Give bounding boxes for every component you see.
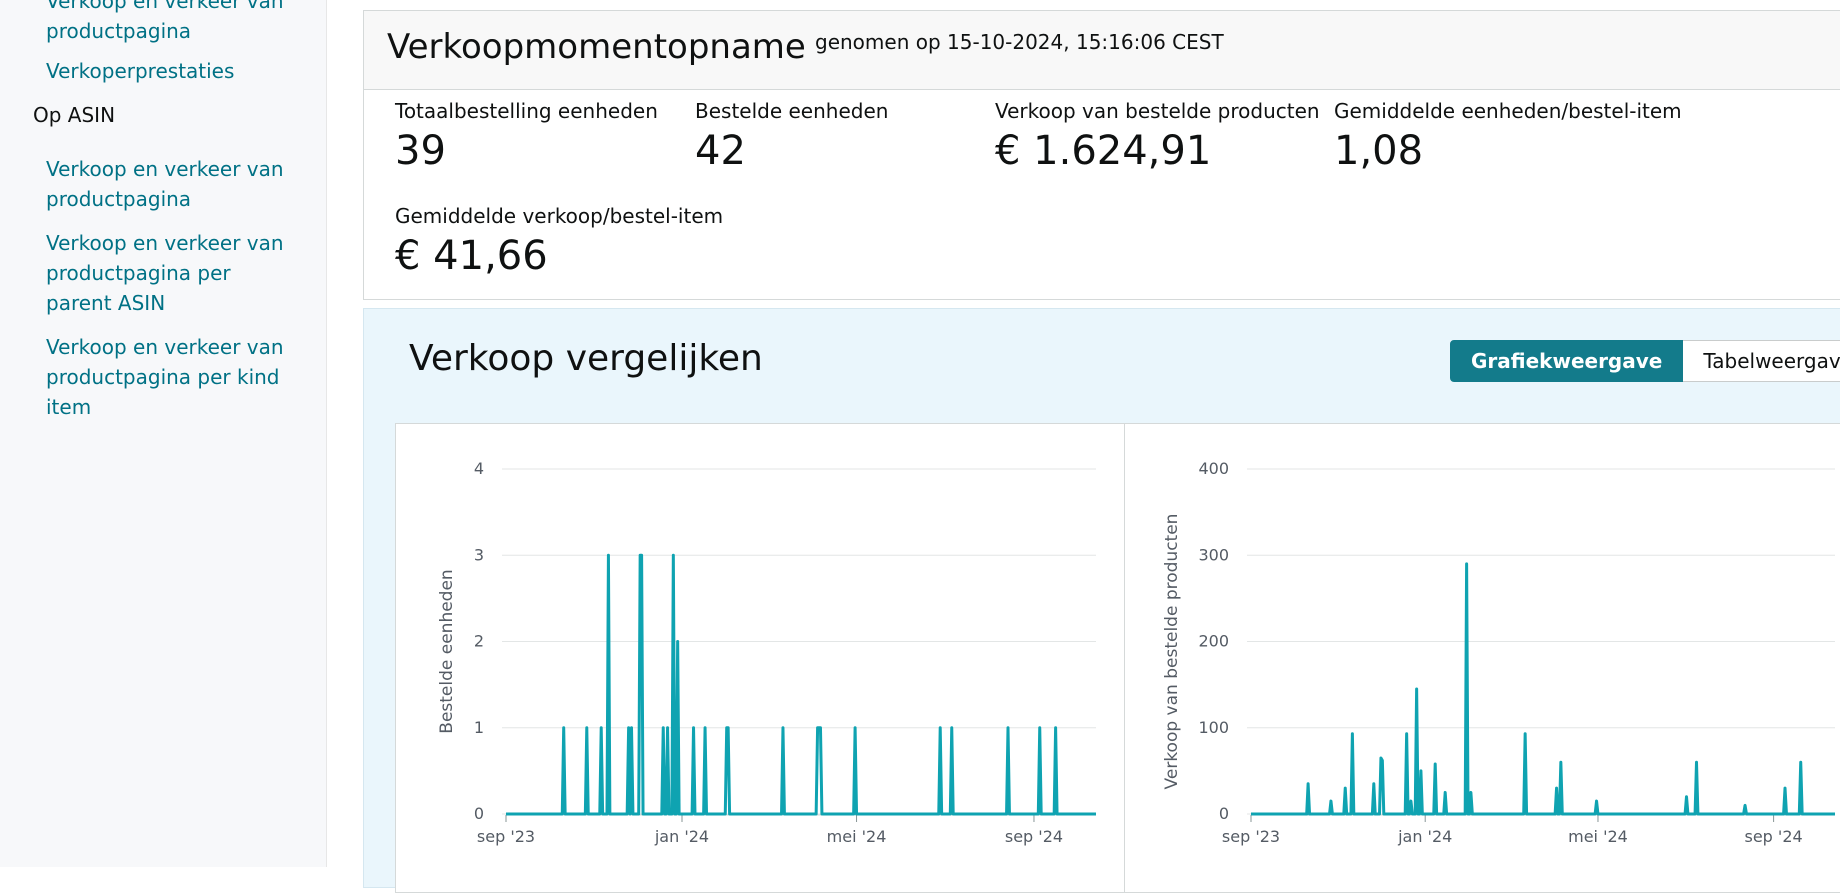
sidebar-link-sales-traffic[interactable]: Verkoop en verkeer van productpagina bbox=[46, 157, 284, 211]
metric-ordered-units: Bestelde eenheden 42 bbox=[695, 97, 888, 175]
x-tick-label: jan '24 bbox=[654, 827, 709, 846]
metric-value: € 41,66 bbox=[395, 233, 548, 279]
x-tick-label: jan '24 bbox=[1397, 827, 1452, 846]
snapshot-header: Verkoopmomentopname genomen op 15-10-202… bbox=[364, 11, 1840, 90]
view-toggle: Grafiekweergave Tabelweergave bbox=[1450, 340, 1840, 382]
sales-snapshot-panel: Verkoopmomentopname genomen op 15-10-202… bbox=[363, 10, 1840, 300]
x-tick-label: sep '23 bbox=[1222, 827, 1280, 846]
sidebar-nav: Verkoop en verkeer van productpagina Ver… bbox=[0, 0, 327, 867]
y-tick-label: 100 bbox=[1198, 718, 1229, 737]
metric-avg-sales-per-order-item: Gemiddelde verkoop/bestel-item € 41,66 bbox=[395, 202, 723, 280]
metric-total-order-units: Totaalbestelling eenheden 39 bbox=[395, 97, 658, 175]
y-tick-label: 300 bbox=[1198, 545, 1229, 564]
series-line bbox=[1250, 562, 1836, 816]
sidebar-link-sales-traffic-partial[interactable]: Verkoop en verkeer van productpagina bbox=[46, 0, 284, 43]
y-tick-label: 2 bbox=[474, 632, 484, 651]
compare-sales-title: Verkoop vergelijken bbox=[409, 338, 763, 379]
metric-value: 1,08 bbox=[1334, 128, 1424, 174]
metric-label: Verkoop van bestelde producten bbox=[995, 99, 1320, 123]
y-tick-label: 4 bbox=[474, 459, 484, 478]
y-tick-label: 3 bbox=[474, 545, 484, 564]
sidebar-link-sales-traffic-parent-asin[interactable]: Verkoop en verkeer van productpagina per… bbox=[46, 231, 284, 315]
metric-value: 39 bbox=[395, 128, 446, 174]
sidebar-section-heading-by-asin: Op ASIN bbox=[33, 103, 116, 127]
y-tick-label: 0 bbox=[474, 804, 484, 823]
y-axis-title: Verkoop van bestelde producten bbox=[1162, 514, 1182, 790]
y-tick-label: 400 bbox=[1198, 459, 1229, 478]
graph-view-button[interactable]: Grafiekweergave bbox=[1450, 340, 1684, 382]
chart-card-ordered-units: 0 1 2 3 4 sep '23 jan '24 mei '24 sep '24 Besteld… bbox=[395, 423, 1125, 893]
y-axis-title: Bestelde eenheden bbox=[437, 569, 457, 733]
series-line bbox=[505, 553, 1097, 816]
chart-card-ordered-product-sales: 0 100 200 300 400 sep '23 jan '24 mei '24 sep '2… bbox=[1124, 423, 1840, 893]
y-tick-label: 200 bbox=[1198, 632, 1229, 651]
metric-value: € 1.624,91 bbox=[995, 128, 1212, 174]
x-tick-label: mei '24 bbox=[827, 827, 887, 846]
metric-label: Gemiddelde verkoop/bestel-item bbox=[395, 204, 724, 228]
x-tick-label: sep '24 bbox=[1005, 827, 1063, 846]
metric-label: Gemiddelde eenheden/bestel-item bbox=[1334, 99, 1682, 123]
compare-sales-panel: Verkoop vergelijken Grafiekweergave Tabe… bbox=[363, 308, 1840, 893]
metric-avg-units-per-order-item: Gemiddelde eenheden/bestel-item 1,08 bbox=[1334, 97, 1682, 175]
metric-label: Totaalbestelling eenheden bbox=[395, 99, 658, 123]
ordered-product-sales-chart: 0 100 200 300 400 sep '23 jan '24 mei '24 sep '2… bbox=[1162, 459, 1836, 846]
metric-value: 42 bbox=[695, 128, 746, 174]
metric-label: Bestelde eenheden bbox=[695, 99, 889, 123]
sidebar-link-sales-traffic-child-item[interactable]: Verkoop en verkeer van productpagina per… bbox=[46, 335, 284, 419]
snapshot-timestamp: genomen op 15-10-2024, 15:16:06 CEST bbox=[815, 30, 1224, 54]
x-tick-label: sep '24 bbox=[1745, 827, 1803, 846]
ordered-units-chart: 0 1 2 3 4 sep '23 jan '24 mei '24 sep '24 Besteld… bbox=[437, 459, 1097, 846]
snapshot-title: Verkoopmomentopname bbox=[387, 27, 806, 67]
table-view-button[interactable]: Tabelweergave bbox=[1683, 340, 1840, 382]
x-tick-label: sep '23 bbox=[477, 827, 535, 846]
x-tick-label: mei '24 bbox=[1568, 827, 1628, 846]
sidebar-link-seller-performance[interactable]: Verkoperprestaties bbox=[46, 59, 235, 83]
y-tick-label: 1 bbox=[474, 718, 484, 737]
y-tick-label: 0 bbox=[1219, 804, 1229, 823]
metric-ordered-product-sales: Verkoop van bestelde producten € 1.624,9… bbox=[995, 97, 1320, 175]
